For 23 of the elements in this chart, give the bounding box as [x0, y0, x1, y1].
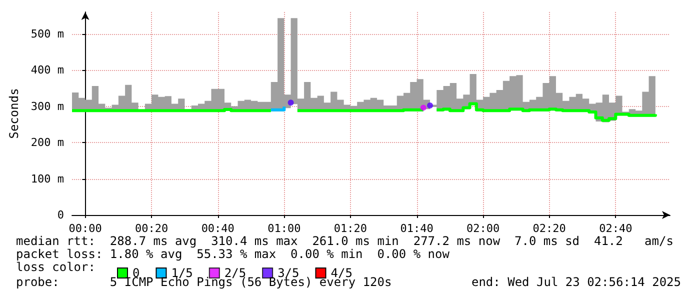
x-tick-label: 01:20 [334, 222, 368, 235]
y-tick-label: 200 m [30, 136, 64, 149]
legend-label: 1/5 [171, 266, 193, 280]
y-tick-label: 100 m [30, 172, 64, 186]
x-tick-label: 00:00 [68, 222, 102, 235]
legend-label: 3/5 [278, 266, 300, 280]
text: end: Wed Jul 23 02:56:14 2025 [471, 275, 681, 289]
x-tick-label: 01:40 [400, 222, 434, 235]
text: packet loss: 1.80 % avg 55.33 % max 0.00 % min 0.00 % now [16, 247, 450, 261]
x-tick-label: 01:00 [268, 222, 301, 235]
x-tick-label: 02:20 [532, 222, 566, 235]
legend-title: loss color: [16, 260, 96, 274]
y-tick-label: 300 m [30, 100, 64, 113]
y-axis-title: Seconds [7, 88, 21, 139]
x-tick-label: 00:20 [135, 222, 168, 235]
x-tick-label: 02:40 [599, 222, 632, 235]
x-tick-label: 00:40 [201, 222, 234, 235]
y-tick-label: 400 m [30, 64, 64, 76]
y-tick-label: 500 m [30, 27, 64, 40]
legend-label: 4/5 [330, 266, 352, 280]
text: median rtt: 288.7 ms avg 310.4 ms max 261.0 ms min 277.2 ms now 7.0 ms sd 41.2 am/s [16, 234, 674, 248]
y-tick-label: 0 [57, 208, 64, 222]
x-tick-label: 02:00 [466, 222, 500, 235]
